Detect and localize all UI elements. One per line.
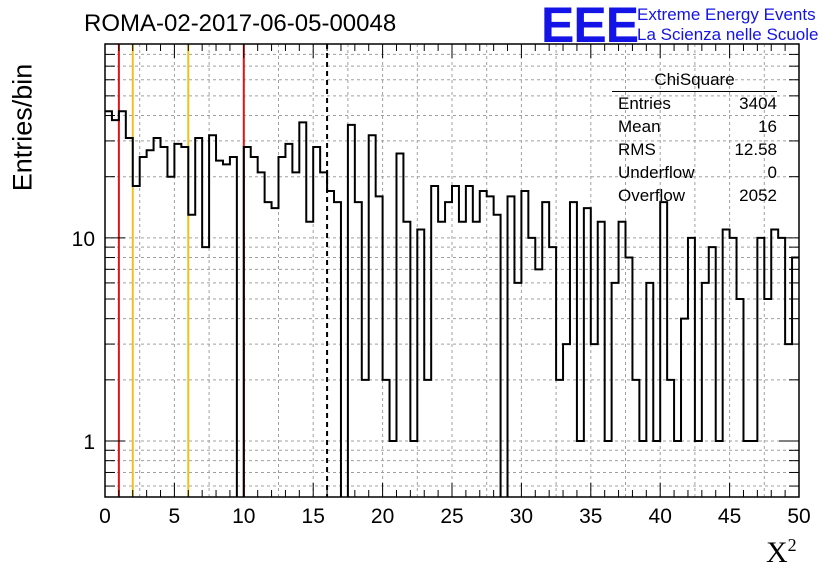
x-tick-label: 40 <box>649 505 672 528</box>
x-tick-label: 30 <box>510 505 533 528</box>
stats-value: 3404 <box>739 94 777 113</box>
x-axis-label: X2 <box>766 535 797 569</box>
logo-line-2: La Scienza nelle Scuole <box>637 25 819 44</box>
y-tick-label: 1 <box>83 431 95 454</box>
eee-logo: EEE <box>541 0 639 53</box>
stats-row: RMS 12.58 <box>612 138 777 161</box>
x-tick-label: 10 <box>232 505 255 528</box>
stats-label: RMS <box>618 140 656 159</box>
chart-title: ROMA-02-2017-06-05-00048 <box>84 10 397 37</box>
x-tick-label: 15 <box>302 505 325 528</box>
stats-value: 2052 <box>739 186 777 205</box>
logo-line-1: Extreme Energy Events <box>637 5 816 24</box>
stats-value: 16 <box>758 117 777 136</box>
x-tick-label: 45 <box>718 505 741 528</box>
x-tick-label: 5 <box>169 505 181 528</box>
x-tick-label: 20 <box>371 505 394 528</box>
stats-row: Overflow 2052 <box>612 184 777 207</box>
x-tick-label: 25 <box>440 505 463 528</box>
x-tick-label: 0 <box>99 505 111 528</box>
stats-label: Overflow <box>618 186 686 205</box>
stats-label: Mean <box>618 117 661 136</box>
stats-label: Entries <box>618 94 671 113</box>
x-tick-label: 35 <box>579 505 602 528</box>
stats-row: Mean 16 <box>612 115 777 138</box>
stats-value: 0 <box>767 163 777 182</box>
stats-box: ChiSquare Entries 3404 Mean 16 RMS 12.58 Under… <box>612 70 777 207</box>
x-tick-label: 50 <box>787 505 810 528</box>
stats-title: ChiSquare <box>612 70 777 92</box>
stats-label: Underflow <box>618 163 695 182</box>
stats-value: 12.58 <box>734 140 777 159</box>
y-tick-label: 10 <box>72 228 95 251</box>
stats-row: Entries 3404 <box>612 92 777 115</box>
stats-row: Underflow 0 <box>612 161 777 184</box>
histogram-series <box>105 110 799 497</box>
